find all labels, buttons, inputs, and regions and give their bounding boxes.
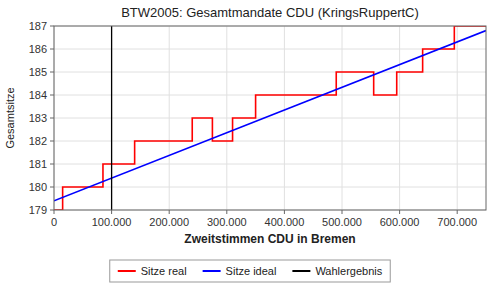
legend-box — [110, 260, 390, 282]
y-tick-label: 183 — [29, 112, 47, 124]
axes: 0 100.000 200.000 300.000 400.000 500.000 600.… — [29, 20, 477, 228]
page: {"chart_data": { "type": "line", "title"… — [0, 0, 500, 300]
title: BTW2005: Gesamtmandate CDU (KringsRupper… — [121, 5, 419, 20]
y-grid-line — [54, 118, 486, 119]
x-tick-label: 500.000 — [322, 216, 362, 228]
grid — [54, 26, 486, 210]
legend-item: Sitze ideal — [203, 265, 277, 277]
y-tick — [50, 49, 54, 50]
y-tick — [50, 210, 54, 211]
y-tick-label: 182 — [29, 135, 47, 147]
x-tick-label: 300.000 — [207, 216, 247, 228]
x-tick — [226, 210, 227, 214]
x-tick — [284, 210, 285, 214]
y-tick-label: 181 — [29, 158, 47, 170]
y-tick — [50, 187, 54, 188]
data — [54, 26, 486, 210]
x-tick-label: 0 — [51, 216, 57, 228]
x-tick-label: 700.000 — [437, 216, 477, 228]
legend-label: Wahlergebnis — [315, 265, 382, 277]
y-tick-label: 185 — [29, 66, 47, 78]
legend-swatch — [203, 270, 221, 272]
legend: Sitze real Sitze ideal Wahlergebnis — [110, 260, 390, 282]
y-axis-label: Gesamtsitze — [4, 87, 16, 148]
x-tick — [399, 210, 400, 214]
legend-label: Sitze ideal — [226, 265, 277, 277]
x-tick — [54, 210, 55, 214]
x-tick-label: 200.000 — [149, 216, 189, 228]
plot-background — [54, 26, 486, 210]
y-grid-line — [54, 187, 486, 188]
y-grid-line — [54, 141, 486, 142]
y-tick — [50, 118, 54, 119]
y-tick — [50, 95, 54, 96]
legend-item: Sitze real — [118, 265, 187, 277]
y-tick-label: 187 — [29, 20, 47, 32]
y-tick — [50, 26, 54, 27]
y-tick-label: 184 — [29, 89, 47, 101]
legend-label: Sitze real — [141, 265, 187, 277]
x-tick-label: 100.000 — [92, 216, 132, 228]
x-tick — [342, 210, 343, 214]
x-tick — [169, 210, 170, 214]
x-grid-line — [111, 26, 112, 210]
x-tick — [457, 210, 458, 214]
legend-swatch — [118, 270, 136, 272]
series-line — [54, 31, 486, 201]
y-tick — [50, 141, 54, 142]
x-axis-label: Zweitstimmen CDU in Bremen — [184, 232, 355, 246]
y-tick-label: 180 — [29, 181, 47, 193]
plot-frame — [54, 26, 486, 210]
legend-item: Wahlergebnis — [292, 265, 382, 277]
series-line — [54, 26, 486, 210]
legend-swatch — [292, 270, 310, 272]
y-tick-label: 179 — [29, 204, 47, 216]
chart: 0 100.000 200.000 300.000 400.000 500.000 600.… — [0, 0, 500, 300]
y-tick — [50, 164, 54, 165]
x-tick-label: 600.000 — [380, 216, 420, 228]
y-tick — [50, 72, 54, 73]
y-grid-line — [54, 49, 486, 50]
vertical-line — [111, 26, 112, 210]
x-tick — [111, 210, 112, 214]
x-tick-label: 400.000 — [265, 216, 305, 228]
y-tick-label: 186 — [29, 43, 47, 55]
